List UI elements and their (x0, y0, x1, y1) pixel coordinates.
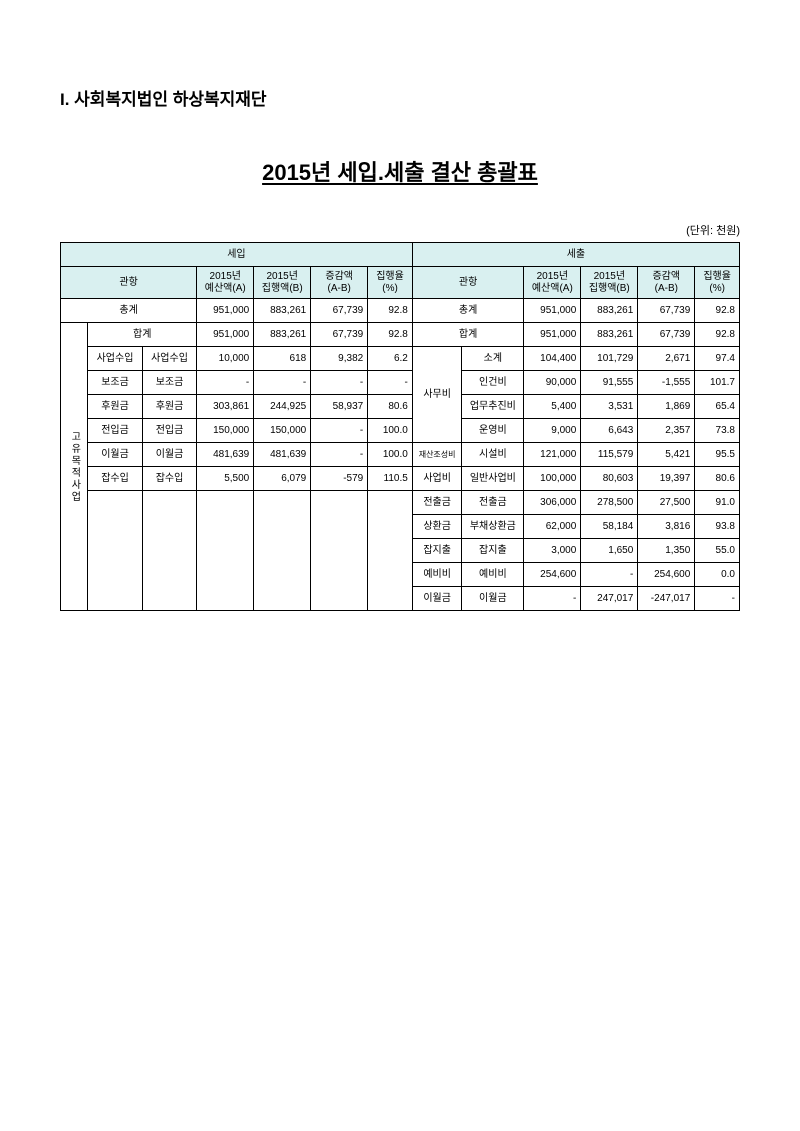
income-cat1: 이월금 (88, 443, 143, 467)
diff-header: 증감액 (A-B) (638, 267, 695, 299)
unit-label: (단위: 천원) (60, 222, 740, 238)
expense-group: 사업비 (412, 467, 462, 491)
table-row: 후원금후원금303,861244,92558,93780.6업무추진비5,400… (61, 395, 740, 419)
income-cat1: 전입금 (88, 419, 143, 443)
table-body: 총계951,000883,26167,73992.8총계951,000883,2… (61, 299, 740, 611)
subtotal-label: 합계 (412, 323, 523, 347)
expense-cat: 시설비 (462, 443, 524, 467)
expense-cat: 전출금 (462, 491, 524, 515)
expense-cat: 일반사업비 (462, 467, 524, 491)
income-cat2: 이월금 (142, 443, 197, 467)
subtotal-label: 합계 (88, 323, 197, 347)
side-label: 고유목적사업 (61, 323, 88, 611)
expense-cat: 이월금 (462, 587, 524, 611)
income-cat2: 잡수입 (142, 467, 197, 491)
category-header: 관항 (61, 267, 197, 299)
table-row: 잡수입잡수입5,5006,079-579110.5사업비일반사업비100,000… (61, 467, 740, 491)
expense-group: 이월금 (412, 587, 462, 611)
expense-group: 사무비 (412, 347, 462, 443)
income-header: 세입 (61, 243, 413, 267)
expense-cat: 업무추진비 (462, 395, 524, 419)
exec-header: 2015년 집행액(B) (581, 267, 638, 299)
main-title: 2015년 세입.세출 결산 총괄표 (60, 155, 740, 187)
category-header: 관항 (412, 267, 523, 299)
expense-cat: 소계 (462, 347, 524, 371)
income-cat2: 후원금 (142, 395, 197, 419)
expense-cat: 인건비 (462, 371, 524, 395)
grand-total-label: 총계 (412, 299, 523, 323)
budget-header: 2015년 예산액(A) (524, 267, 581, 299)
income-cat2: 사업수입 (142, 347, 197, 371)
table-header: 세입 세출 관항 2015년 예산액(A) 2015년 집행액(B) 증감액 (… (61, 243, 740, 299)
settlement-table: 세입 세출 관항 2015년 예산액(A) 2015년 집행액(B) 증감액 (… (60, 242, 740, 611)
income-cat1: 사업수입 (88, 347, 143, 371)
grand-total-row: 총계951,000883,26167,73992.8총계951,000883,2… (61, 299, 740, 323)
table-row: 보조금보조금----인건비90,00091,555-1,555101.7 (61, 371, 740, 395)
budget-header: 2015년 예산액(A) (197, 267, 254, 299)
table-row: 이월금이월금481,639481,639-100.0재산조성비시설비121,00… (61, 443, 740, 467)
rate-header: 집행율 (%) (368, 267, 413, 299)
expense-group: 전출금 (412, 491, 462, 515)
expense-group: 잡지출 (412, 539, 462, 563)
income-cat2: 전입금 (142, 419, 197, 443)
income-cat1: 잡수입 (88, 467, 143, 491)
expense-cat: 부채상환금 (462, 515, 524, 539)
income-cat1: 보조금 (88, 371, 143, 395)
table-row: 전입금전입금150,000150,000-100.0운영비9,0006,6432… (61, 419, 740, 443)
income-cat2: 보조금 (142, 371, 197, 395)
expense-group: 예비비 (412, 563, 462, 587)
exec-header: 2015년 집행액(B) (254, 267, 311, 299)
rate-header: 집행율 (%) (695, 267, 740, 299)
expense-group: 재산조성비 (412, 443, 462, 467)
table-row: 사업수입사업수입10,0006189,3826.2사무비소계104,400101… (61, 347, 740, 371)
subtotal-row: 고유목적사업합계951,000883,26167,73992.8합계951,00… (61, 323, 740, 347)
expense-cat: 예비비 (462, 563, 524, 587)
expense-cat: 잡지출 (462, 539, 524, 563)
expense-header: 세출 (412, 243, 739, 267)
grand-total-label: 총계 (61, 299, 197, 323)
expense-group: 상환금 (412, 515, 462, 539)
diff-header: 증감액 (A-B) (311, 267, 368, 299)
expense-cat: 운영비 (462, 419, 524, 443)
section-heading: I. 사회복지법인 하상복지재단 (60, 85, 740, 110)
table-row: 전출금전출금306,000278,50027,50091.0 (61, 491, 740, 515)
income-cat1: 후원금 (88, 395, 143, 419)
